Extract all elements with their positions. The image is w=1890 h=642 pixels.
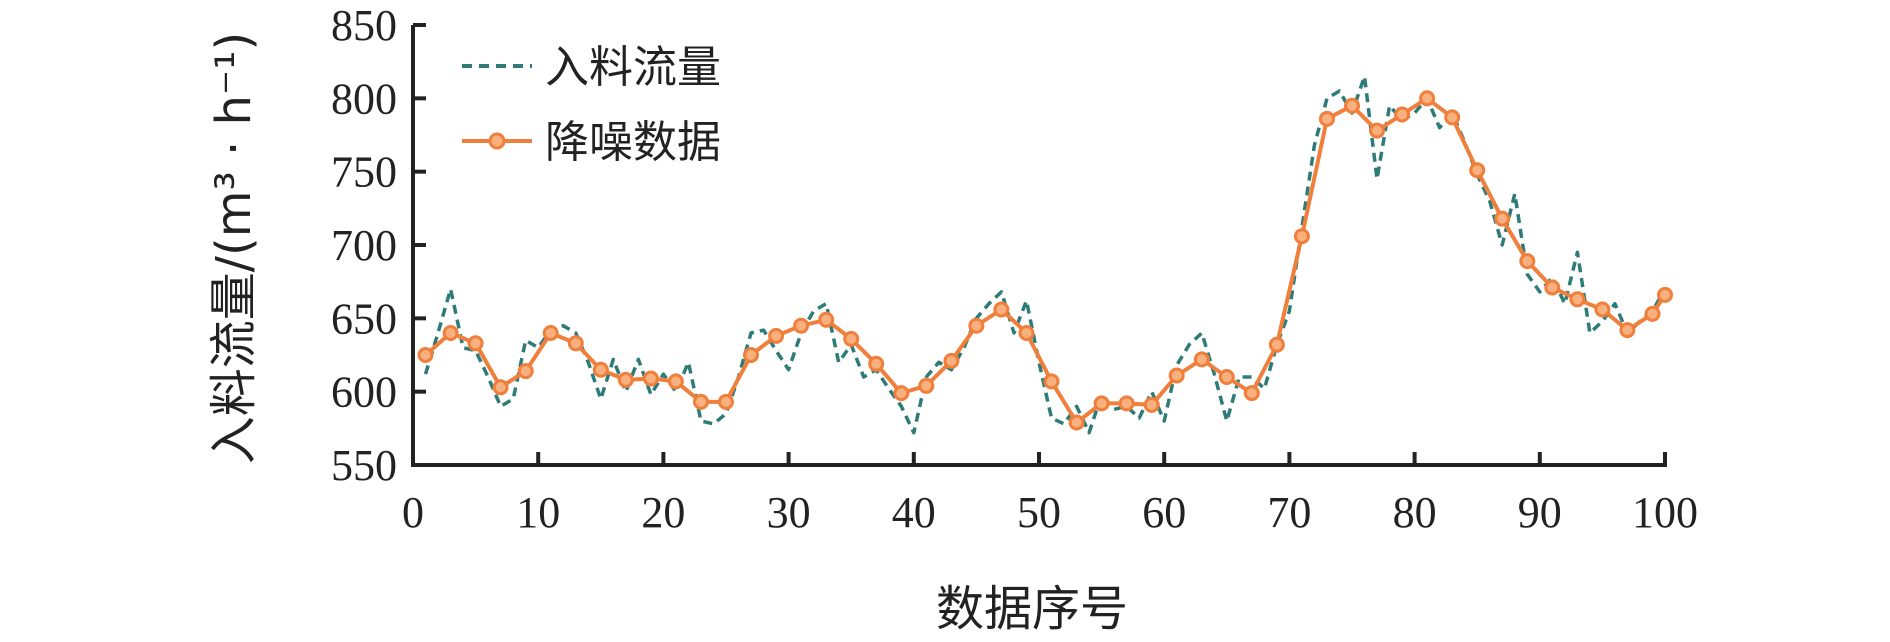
data-point xyxy=(1469,162,1486,179)
data-point xyxy=(993,301,1010,318)
x-tick-label: 100 xyxy=(1632,488,1698,537)
data-point xyxy=(1494,210,1511,227)
data-point xyxy=(592,361,609,378)
data-point xyxy=(467,335,484,352)
data-point xyxy=(1243,385,1260,402)
data-point xyxy=(943,352,960,369)
x-tick-label: 70 xyxy=(1267,488,1311,537)
data-point xyxy=(617,371,634,388)
data-point xyxy=(1268,336,1285,353)
legend-marker-denoised xyxy=(488,132,506,150)
x-tick-label: 30 xyxy=(767,488,811,537)
data-point xyxy=(968,317,985,334)
data-point xyxy=(1118,395,1135,412)
data-point xyxy=(893,385,910,402)
data-point xyxy=(843,330,860,347)
x-tick-label: 0 xyxy=(402,488,424,537)
y-tick-label: 550 xyxy=(331,441,397,490)
y-tick-label: 850 xyxy=(331,1,397,50)
data-point xyxy=(642,370,659,387)
data-point xyxy=(743,347,759,363)
legend-label-denoised: 降噪数据 xyxy=(545,117,721,168)
y-tick-label: 700 xyxy=(331,221,397,270)
tick-labels: 0 10 20 30 40 50 60 70 80 90 100 550 600 650 700 750 800… xyxy=(331,1,1698,537)
data-point xyxy=(1369,122,1385,139)
data-point xyxy=(492,379,509,396)
x-tick-label: 90 xyxy=(1518,488,1562,537)
data-point xyxy=(1519,253,1536,270)
data-point xyxy=(1193,351,1210,368)
data-point xyxy=(1319,110,1335,127)
x-tick-label: 10 xyxy=(516,488,560,537)
legend-label-input-flow: 入料流量 xyxy=(545,42,721,93)
x-tick-label: 50 xyxy=(1017,488,1061,537)
x-tick-label: 60 xyxy=(1142,488,1186,537)
y-tick-label: 600 xyxy=(331,368,397,417)
data-point xyxy=(1619,322,1636,339)
y-axis-title: 入料流量/(m³ · h⁻¹) xyxy=(206,32,262,464)
data-point xyxy=(718,393,734,410)
data-point xyxy=(693,393,709,410)
data-point xyxy=(1068,414,1085,431)
data-point xyxy=(793,317,810,334)
data-point xyxy=(768,327,785,344)
y-tick-label: 650 xyxy=(331,294,397,343)
x-tick-label: 40 xyxy=(892,488,936,537)
data-point xyxy=(1594,301,1611,318)
data-markers xyxy=(417,90,1673,431)
legend-item-input-flow: 入料流量 xyxy=(462,42,721,93)
x-axis-title: 数据序号 xyxy=(936,581,1128,637)
x-tick-label: 80 xyxy=(1393,488,1437,537)
data-point xyxy=(1143,396,1160,413)
data-point xyxy=(442,325,459,341)
data-point xyxy=(1344,97,1360,114)
data-point xyxy=(1043,373,1060,390)
y-tick-label: 750 xyxy=(331,148,397,197)
ticks xyxy=(411,23,1667,467)
data-point xyxy=(542,325,559,341)
data-point xyxy=(1569,291,1586,308)
data-point xyxy=(1218,369,1235,385)
data-point xyxy=(868,355,885,372)
y-tick-label: 800 xyxy=(331,74,397,123)
data-point xyxy=(1018,325,1035,341)
data-point xyxy=(1544,279,1561,296)
data-point xyxy=(1419,90,1436,107)
data-point xyxy=(818,311,835,328)
data-point xyxy=(1394,106,1411,123)
legend-item-denoised: 降噪数据 xyxy=(462,117,721,168)
data-point xyxy=(1644,305,1661,322)
data-point xyxy=(1093,395,1110,412)
data-point xyxy=(417,347,434,363)
x-tick-label: 20 xyxy=(641,488,685,537)
data-point xyxy=(1657,286,1673,303)
data-point xyxy=(567,335,584,352)
data-point xyxy=(667,373,684,390)
data-point xyxy=(1293,228,1310,245)
legend: 入料流量 降噪数据 xyxy=(462,42,721,168)
data-point xyxy=(1168,367,1185,384)
data-point xyxy=(1444,109,1461,126)
data-point xyxy=(918,377,935,394)
data-point xyxy=(517,363,534,380)
